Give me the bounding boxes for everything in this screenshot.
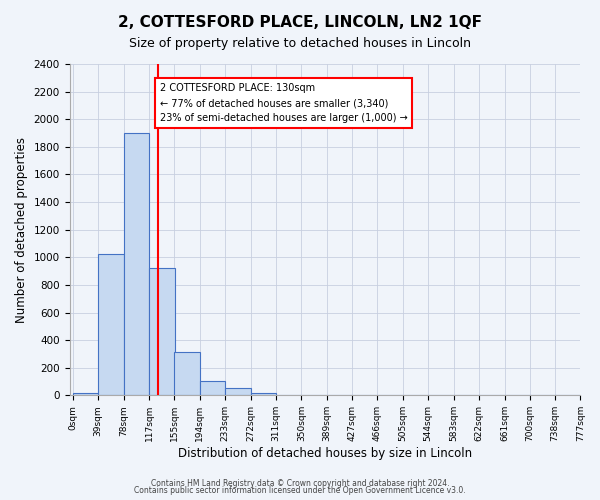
Text: 2, COTTESFORD PLACE, LINCOLN, LN2 1QF: 2, COTTESFORD PLACE, LINCOLN, LN2 1QF <box>118 15 482 30</box>
Y-axis label: Number of detached properties: Number of detached properties <box>15 136 28 322</box>
Text: 2 COTTESFORD PLACE: 130sqm
← 77% of detached houses are smaller (3,340)
23% of s: 2 COTTESFORD PLACE: 130sqm ← 77% of deta… <box>160 84 407 123</box>
Text: Contains public sector information licensed under the Open Government Licence v3: Contains public sector information licen… <box>134 486 466 495</box>
Text: Size of property relative to detached houses in Lincoln: Size of property relative to detached ho… <box>129 38 471 51</box>
Bar <box>225 388 251 396</box>
Bar <box>149 268 175 396</box>
Bar <box>174 352 200 396</box>
Bar <box>200 381 225 396</box>
Bar <box>251 392 276 396</box>
Bar <box>73 392 98 396</box>
X-axis label: Distribution of detached houses by size in Lincoln: Distribution of detached houses by size … <box>178 447 472 460</box>
Bar <box>98 254 124 396</box>
Text: Contains HM Land Registry data © Crown copyright and database right 2024.: Contains HM Land Registry data © Crown c… <box>151 478 449 488</box>
Bar <box>124 133 149 396</box>
